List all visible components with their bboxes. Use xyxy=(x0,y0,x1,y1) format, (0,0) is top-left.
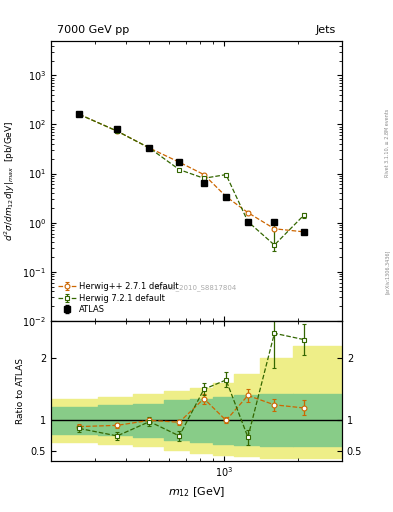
Text: 7000 GeV pp: 7000 GeV pp xyxy=(57,26,129,35)
Text: Rivet 3.1.10, ≥ 2.8M events: Rivet 3.1.10, ≥ 2.8M events xyxy=(385,109,390,178)
X-axis label: $m_{12}$ [GeV]: $m_{12}$ [GeV] xyxy=(168,485,225,499)
Text: ATLAS_2010_S8817804: ATLAS_2010_S8817804 xyxy=(155,284,238,291)
Legend: Herwig++ 2.7.1 default, Herwig 7.2.1 default, ATLAS: Herwig++ 2.7.1 default, Herwig 7.2.1 def… xyxy=(55,280,182,317)
Text: [arXiv:1306.3436]: [arXiv:1306.3436] xyxy=(385,249,390,293)
Y-axis label: $d^2\sigma/dm_{12}d|y|_{max}$  [pb/GeV]: $d^2\sigma/dm_{12}d|y|_{max}$ [pb/GeV] xyxy=(2,121,17,241)
Text: Jets: Jets xyxy=(316,26,336,35)
Y-axis label: Ratio to ATLAS: Ratio to ATLAS xyxy=(16,358,25,424)
